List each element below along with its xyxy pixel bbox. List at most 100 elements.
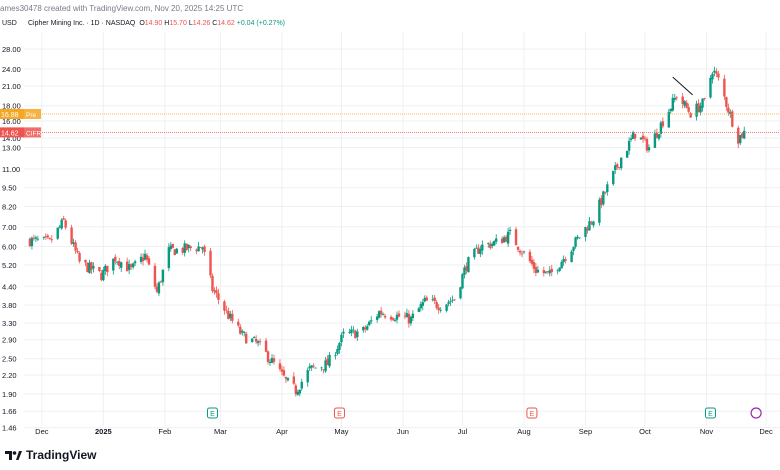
earnings-marker[interactable] <box>526 407 538 419</box>
candle-body <box>256 341 260 344</box>
candle-body <box>280 369 284 372</box>
candle-body <box>697 103 700 112</box>
candle-body <box>104 265 107 271</box>
y-tick-label: 11.00 <box>2 165 20 174</box>
candle-body <box>159 281 163 283</box>
candle-body <box>687 107 690 112</box>
earnings-marker-label: E <box>530 411 535 418</box>
candle-body <box>30 237 34 247</box>
candle-body <box>625 150 629 158</box>
earnings-marker[interactable] <box>333 407 345 419</box>
candle-body <box>56 227 59 239</box>
candle-body <box>475 247 478 249</box>
candle-body <box>659 122 663 134</box>
candle-body <box>223 301 226 311</box>
candle-body <box>213 290 216 292</box>
candle-body <box>127 264 131 270</box>
x-tick-label: Apr <box>276 427 288 436</box>
candle-body <box>592 221 595 226</box>
candle-body <box>421 302 424 306</box>
candle-body <box>453 299 456 301</box>
candle-body <box>534 267 538 273</box>
price-tag-value: 14.62 <box>1 130 19 137</box>
candle-body <box>500 238 504 244</box>
candle-body <box>506 231 510 244</box>
candle-body <box>131 263 135 268</box>
candle-body <box>481 244 484 251</box>
candle-body <box>643 138 647 140</box>
candle-body <box>570 251 573 263</box>
candle-body <box>536 269 540 273</box>
candle-body <box>514 229 518 246</box>
ticker-name: Cipher Mining Inc. · 1D · NASDAQ <box>28 20 136 27</box>
candle-body <box>114 256 117 262</box>
candle-body <box>338 342 341 350</box>
candle-body <box>729 112 732 115</box>
y-tick-label: 3.30 <box>2 319 17 328</box>
candle-body <box>725 97 728 107</box>
candle-body <box>449 301 452 302</box>
candle-body <box>147 258 151 265</box>
candle-body <box>667 111 671 128</box>
candle-body <box>699 105 702 113</box>
price-tag-symbol-bg <box>24 108 41 119</box>
earnings-marker[interactable] <box>206 407 218 419</box>
candle-body <box>645 138 649 151</box>
candle-body <box>197 246 200 252</box>
candle-body <box>433 297 436 302</box>
candle-body <box>120 262 123 268</box>
candle-body <box>641 135 645 140</box>
candle-body <box>627 140 631 151</box>
candle-body <box>619 157 623 169</box>
candle-body <box>631 132 635 139</box>
candle-body <box>508 229 512 232</box>
candle-body <box>100 272 103 281</box>
candle-body <box>439 309 442 311</box>
candle-body <box>389 316 393 320</box>
candle-body <box>675 97 678 99</box>
candle-body <box>320 367 323 369</box>
y-tick-label: 2.20 <box>2 371 17 380</box>
x-tick-label: Oct <box>639 427 652 436</box>
earnings-marker[interactable] <box>704 407 716 419</box>
candle-body <box>379 310 383 315</box>
earnings-marker-label: E <box>210 411 215 418</box>
ticker-legend: Cipher Mining Inc. · 1D · NASDAQ O14.90 … <box>28 20 285 27</box>
x-tick-label: Nov <box>700 427 714 436</box>
candle-body <box>161 269 165 283</box>
candle-body <box>227 310 230 320</box>
trendline-drawing[interactable] <box>672 76 693 96</box>
candle-body <box>278 363 282 370</box>
candle-body <box>558 267 561 271</box>
candle-body <box>356 331 359 338</box>
candle-body <box>201 247 204 250</box>
y-tick-label: 6.00 <box>2 243 17 252</box>
candle-body <box>370 320 373 322</box>
y-tick-label: 9.50 <box>2 184 17 193</box>
event-icon[interactable] <box>750 407 762 419</box>
candle-body <box>48 238 51 239</box>
candle-body <box>322 369 325 371</box>
candle-body <box>671 97 674 111</box>
candle-body <box>264 340 268 352</box>
candle-body <box>199 247 202 248</box>
candle-body <box>76 251 79 253</box>
candle-body <box>298 389 301 394</box>
candle-body <box>44 236 48 238</box>
candle-body <box>669 108 672 112</box>
candle-body <box>266 351 270 362</box>
candle-body <box>463 267 466 275</box>
y-tick-label: 13.00 <box>2 143 21 152</box>
candle-body <box>173 249 176 256</box>
candle-body <box>491 243 494 247</box>
x-tick-label: Dec <box>35 427 49 436</box>
candle-body <box>393 320 397 322</box>
candle-body <box>364 327 367 330</box>
candle-body <box>598 199 601 223</box>
candle-body <box>550 268 553 273</box>
change-value: +0.04 (+0.27%) <box>236 20 286 27</box>
candle-body <box>562 259 565 263</box>
candle-body <box>383 315 387 318</box>
candle-body <box>655 132 659 138</box>
